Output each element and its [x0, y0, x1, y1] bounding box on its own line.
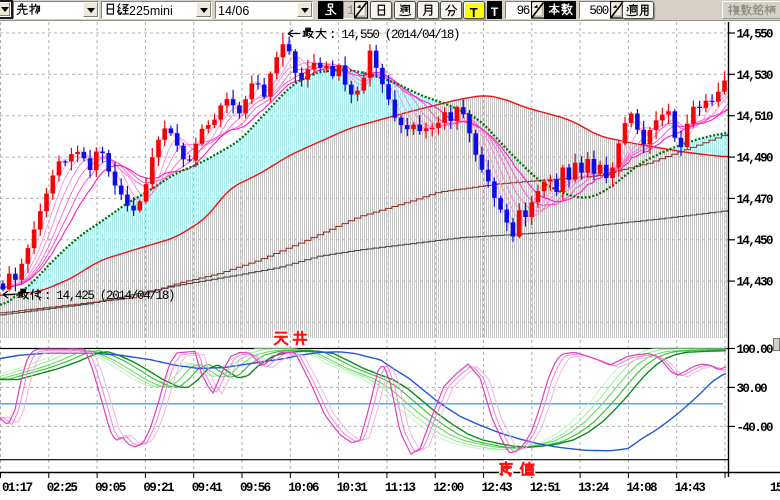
svg-text:14,490: 14,490: [737, 152, 774, 166]
svg-text:14,450: 14,450: [737, 234, 774, 248]
svg-text:-40.00: -40.00: [737, 421, 774, 435]
svg-text:10:06: 10:06: [288, 481, 319, 495]
svg-text:: 14,425 (2014/04/18): : 14,425 (2014/04/18): [44, 289, 174, 303]
svg-text:100.00: 100.00: [737, 343, 774, 357]
svg-text:14,550: 14,550: [737, 27, 774, 41]
svg-text:09:56: 09:56: [240, 481, 271, 495]
svg-text:11:13: 11:13: [385, 481, 416, 495]
svg-text:30.00: 30.00: [737, 382, 768, 396]
svg-text:09:21: 09:21: [143, 481, 174, 495]
svg-text:12:00: 12:00: [433, 481, 464, 495]
svg-text:12:51: 12:51: [530, 481, 561, 495]
svg-text:14:43: 14:43: [675, 481, 706, 495]
svg-text:14,470: 14,470: [737, 193, 774, 207]
svg-text:14,530: 14,530: [737, 69, 774, 83]
svg-text:: 14,550 (2014/04/18): : 14,550 (2014/04/18): [329, 28, 459, 42]
svg-text:12:43: 12:43: [482, 481, 513, 495]
svg-text:09:41: 09:41: [192, 481, 223, 495]
svg-text:14,430: 14,430: [737, 276, 774, 290]
svg-text:01:17: 01:17: [2, 481, 33, 495]
svg-text:13:24: 13:24: [578, 481, 610, 495]
svg-text:14,510: 14,510: [737, 110, 774, 124]
svg-text:09:05: 09:05: [95, 481, 126, 495]
svg-text:02:25: 02:25: [47, 481, 78, 495]
svg-text:15: 15: [770, 481, 780, 495]
svg-text:14:08: 14:08: [626, 481, 657, 495]
svg-text:10:31: 10:31: [337, 481, 368, 495]
